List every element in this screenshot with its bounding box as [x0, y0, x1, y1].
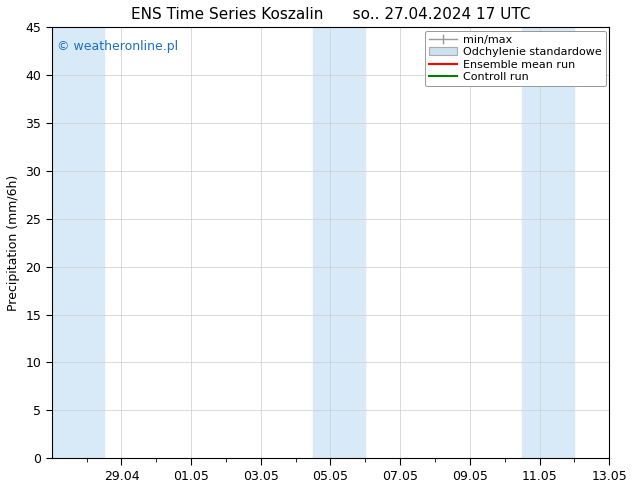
Text: © weatheronline.pl: © weatheronline.pl — [57, 40, 179, 53]
Bar — [313, 27, 365, 458]
Y-axis label: Precipitation (mm/6h): Precipitation (mm/6h) — [7, 174, 20, 311]
Bar — [522, 27, 574, 458]
Bar — [52, 27, 104, 458]
Title: ENS Time Series Koszalin      so.. 27.04.2024 17 UTC: ENS Time Series Koszalin so.. 27.04.2024… — [131, 7, 530, 22]
Legend: min/max, Odchylenie standardowe, Ensemble mean run, Controll run: min/max, Odchylenie standardowe, Ensembl… — [425, 30, 606, 86]
